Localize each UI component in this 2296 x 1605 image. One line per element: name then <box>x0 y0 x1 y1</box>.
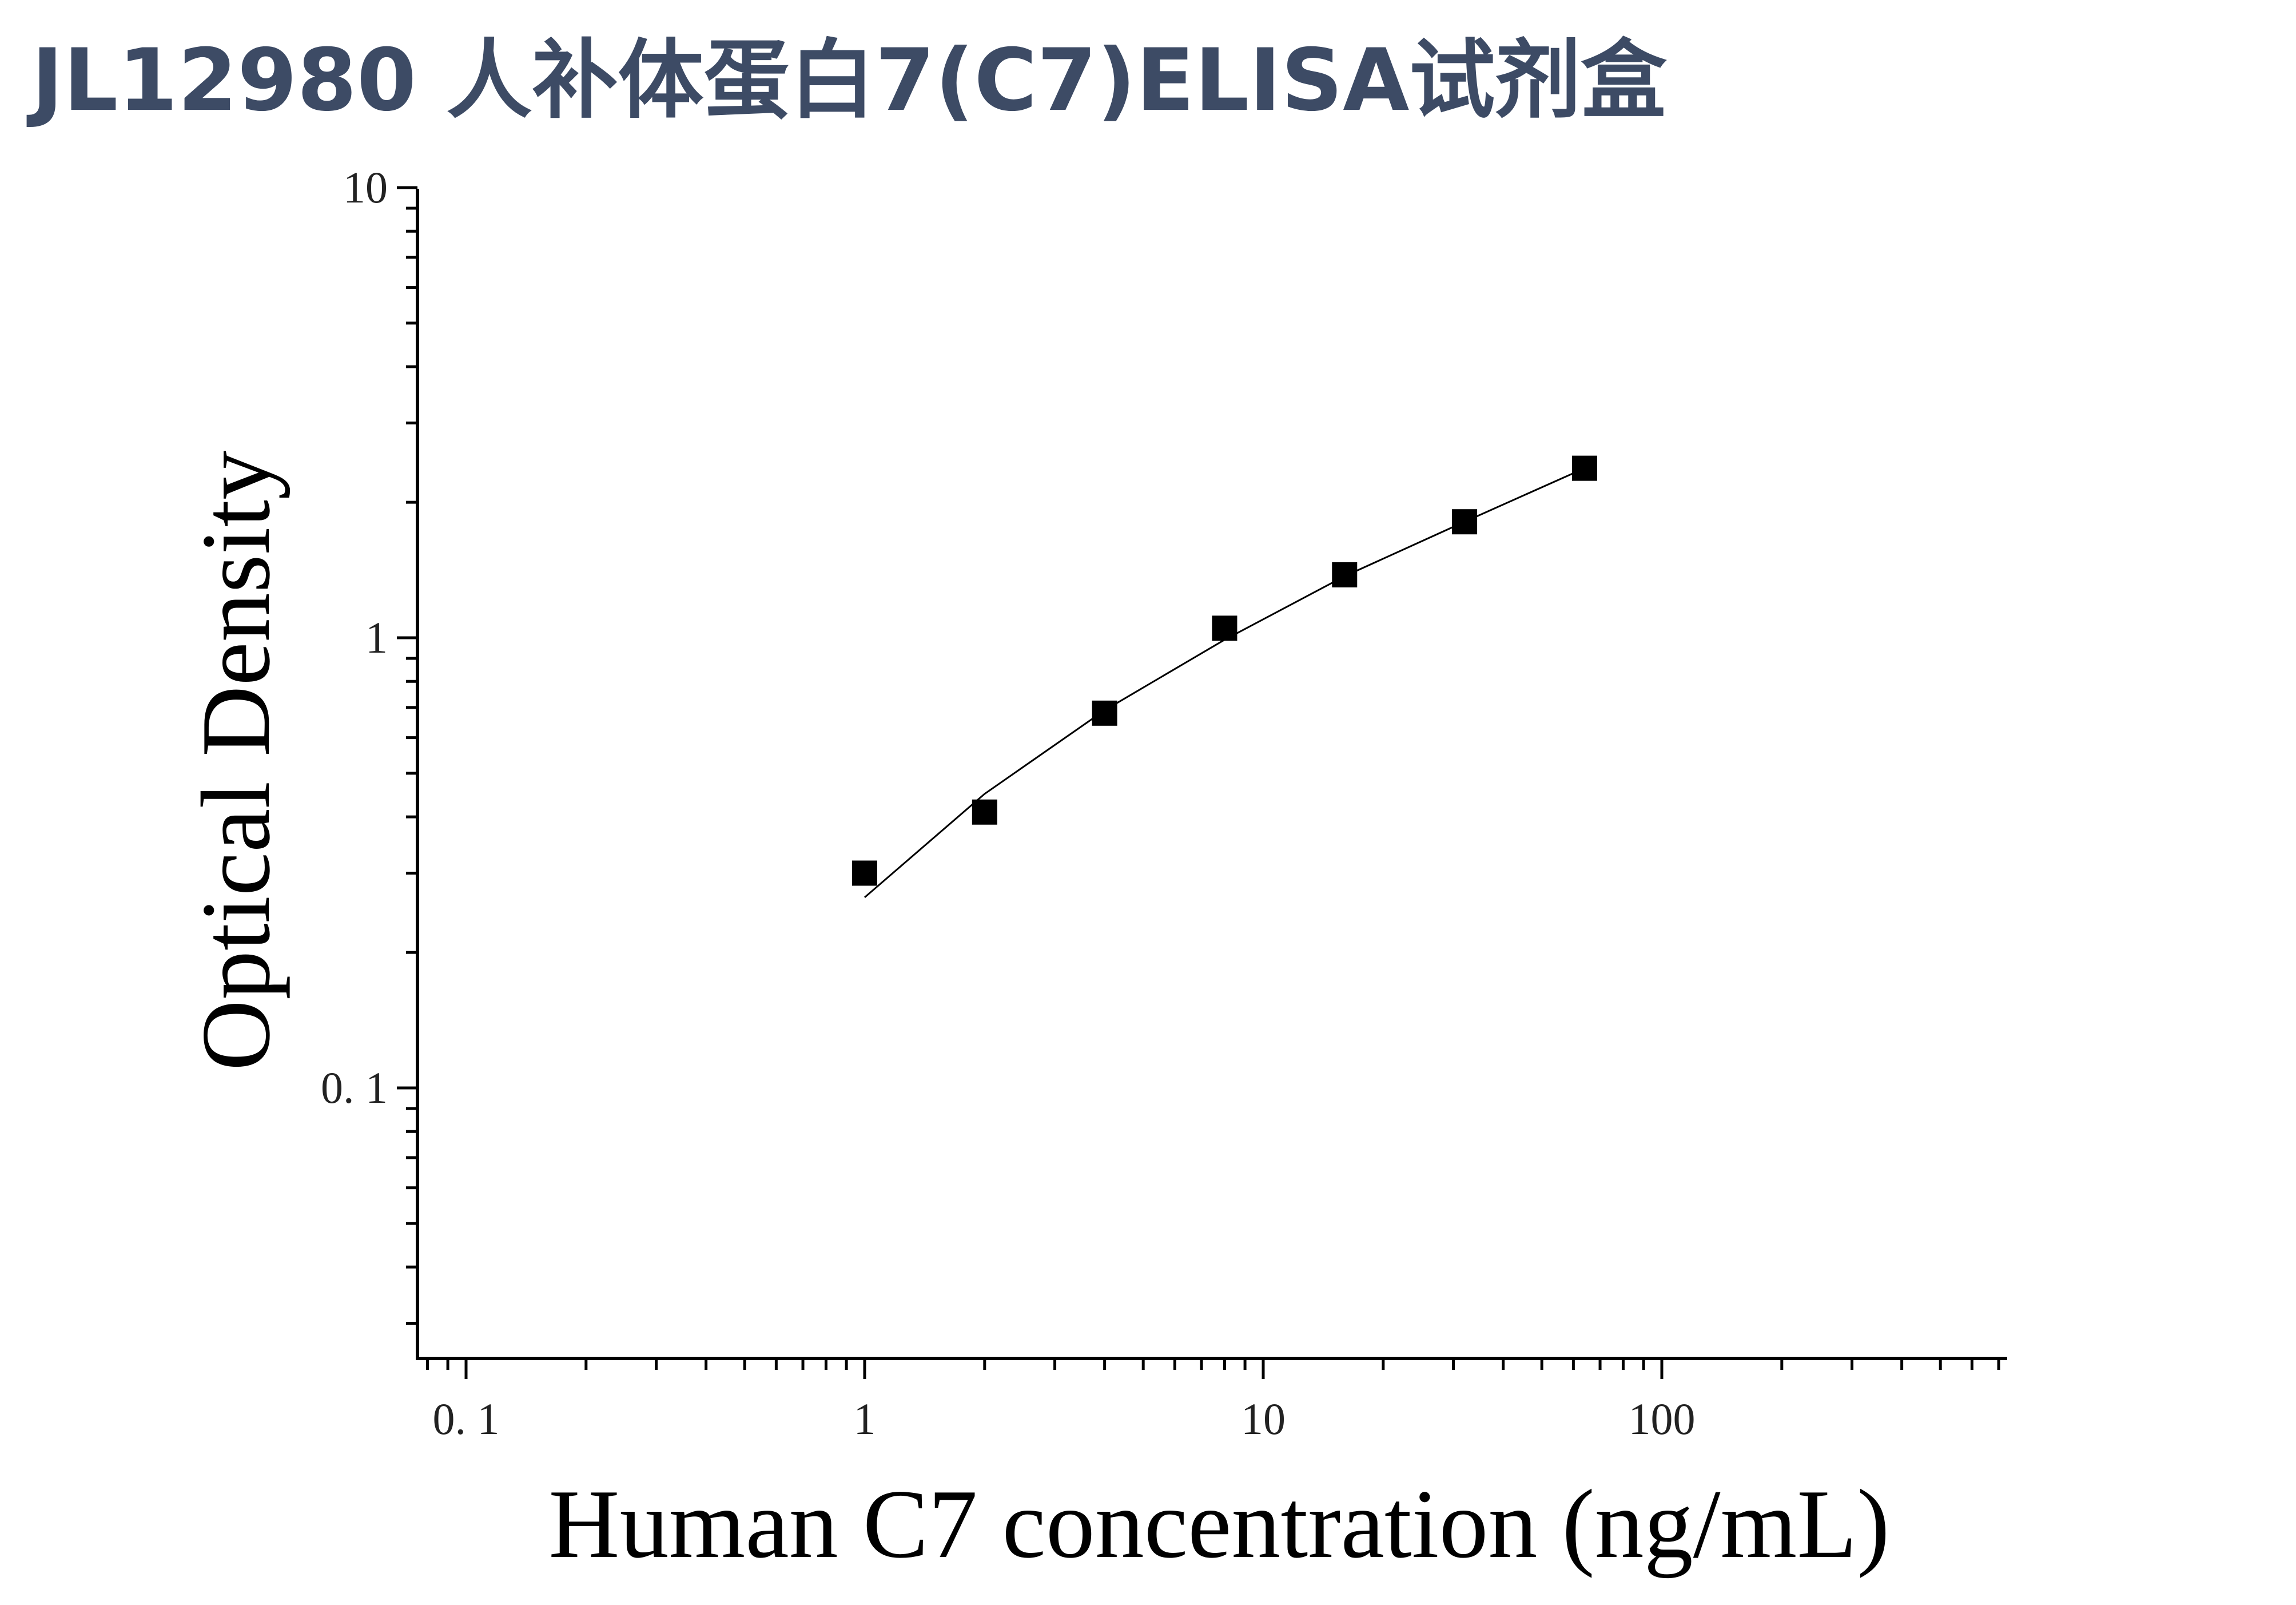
data-point <box>972 799 997 825</box>
y-tick-label: 10 <box>343 162 388 212</box>
plot-area: 0. 1 1 10 0. 1 1 10 100 <box>321 162 2007 1444</box>
x-tick-label: 1 <box>854 1394 876 1444</box>
y-tick-label: 1 <box>365 613 388 662</box>
y-tick-label: 0. 1 <box>321 1063 388 1113</box>
data-point <box>1452 509 1478 535</box>
y-axis-label: Optical Density <box>182 451 291 1071</box>
data-point <box>1332 562 1358 587</box>
data-point <box>1092 700 1117 726</box>
x-axis-label: Human C7 concentration (ng/mL) <box>548 1470 1889 1579</box>
data-point <box>852 860 877 886</box>
data-point <box>1212 615 1237 641</box>
data-point <box>1571 455 1597 481</box>
page-title: JL12980 人补体蛋白7(C7)ELISA试剂盒 <box>26 31 1667 130</box>
x-tick-label: 0. 1 <box>433 1394 500 1444</box>
x-tick-label: 100 <box>1629 1394 1696 1444</box>
x-tick-label: 10 <box>1241 1394 1286 1444</box>
